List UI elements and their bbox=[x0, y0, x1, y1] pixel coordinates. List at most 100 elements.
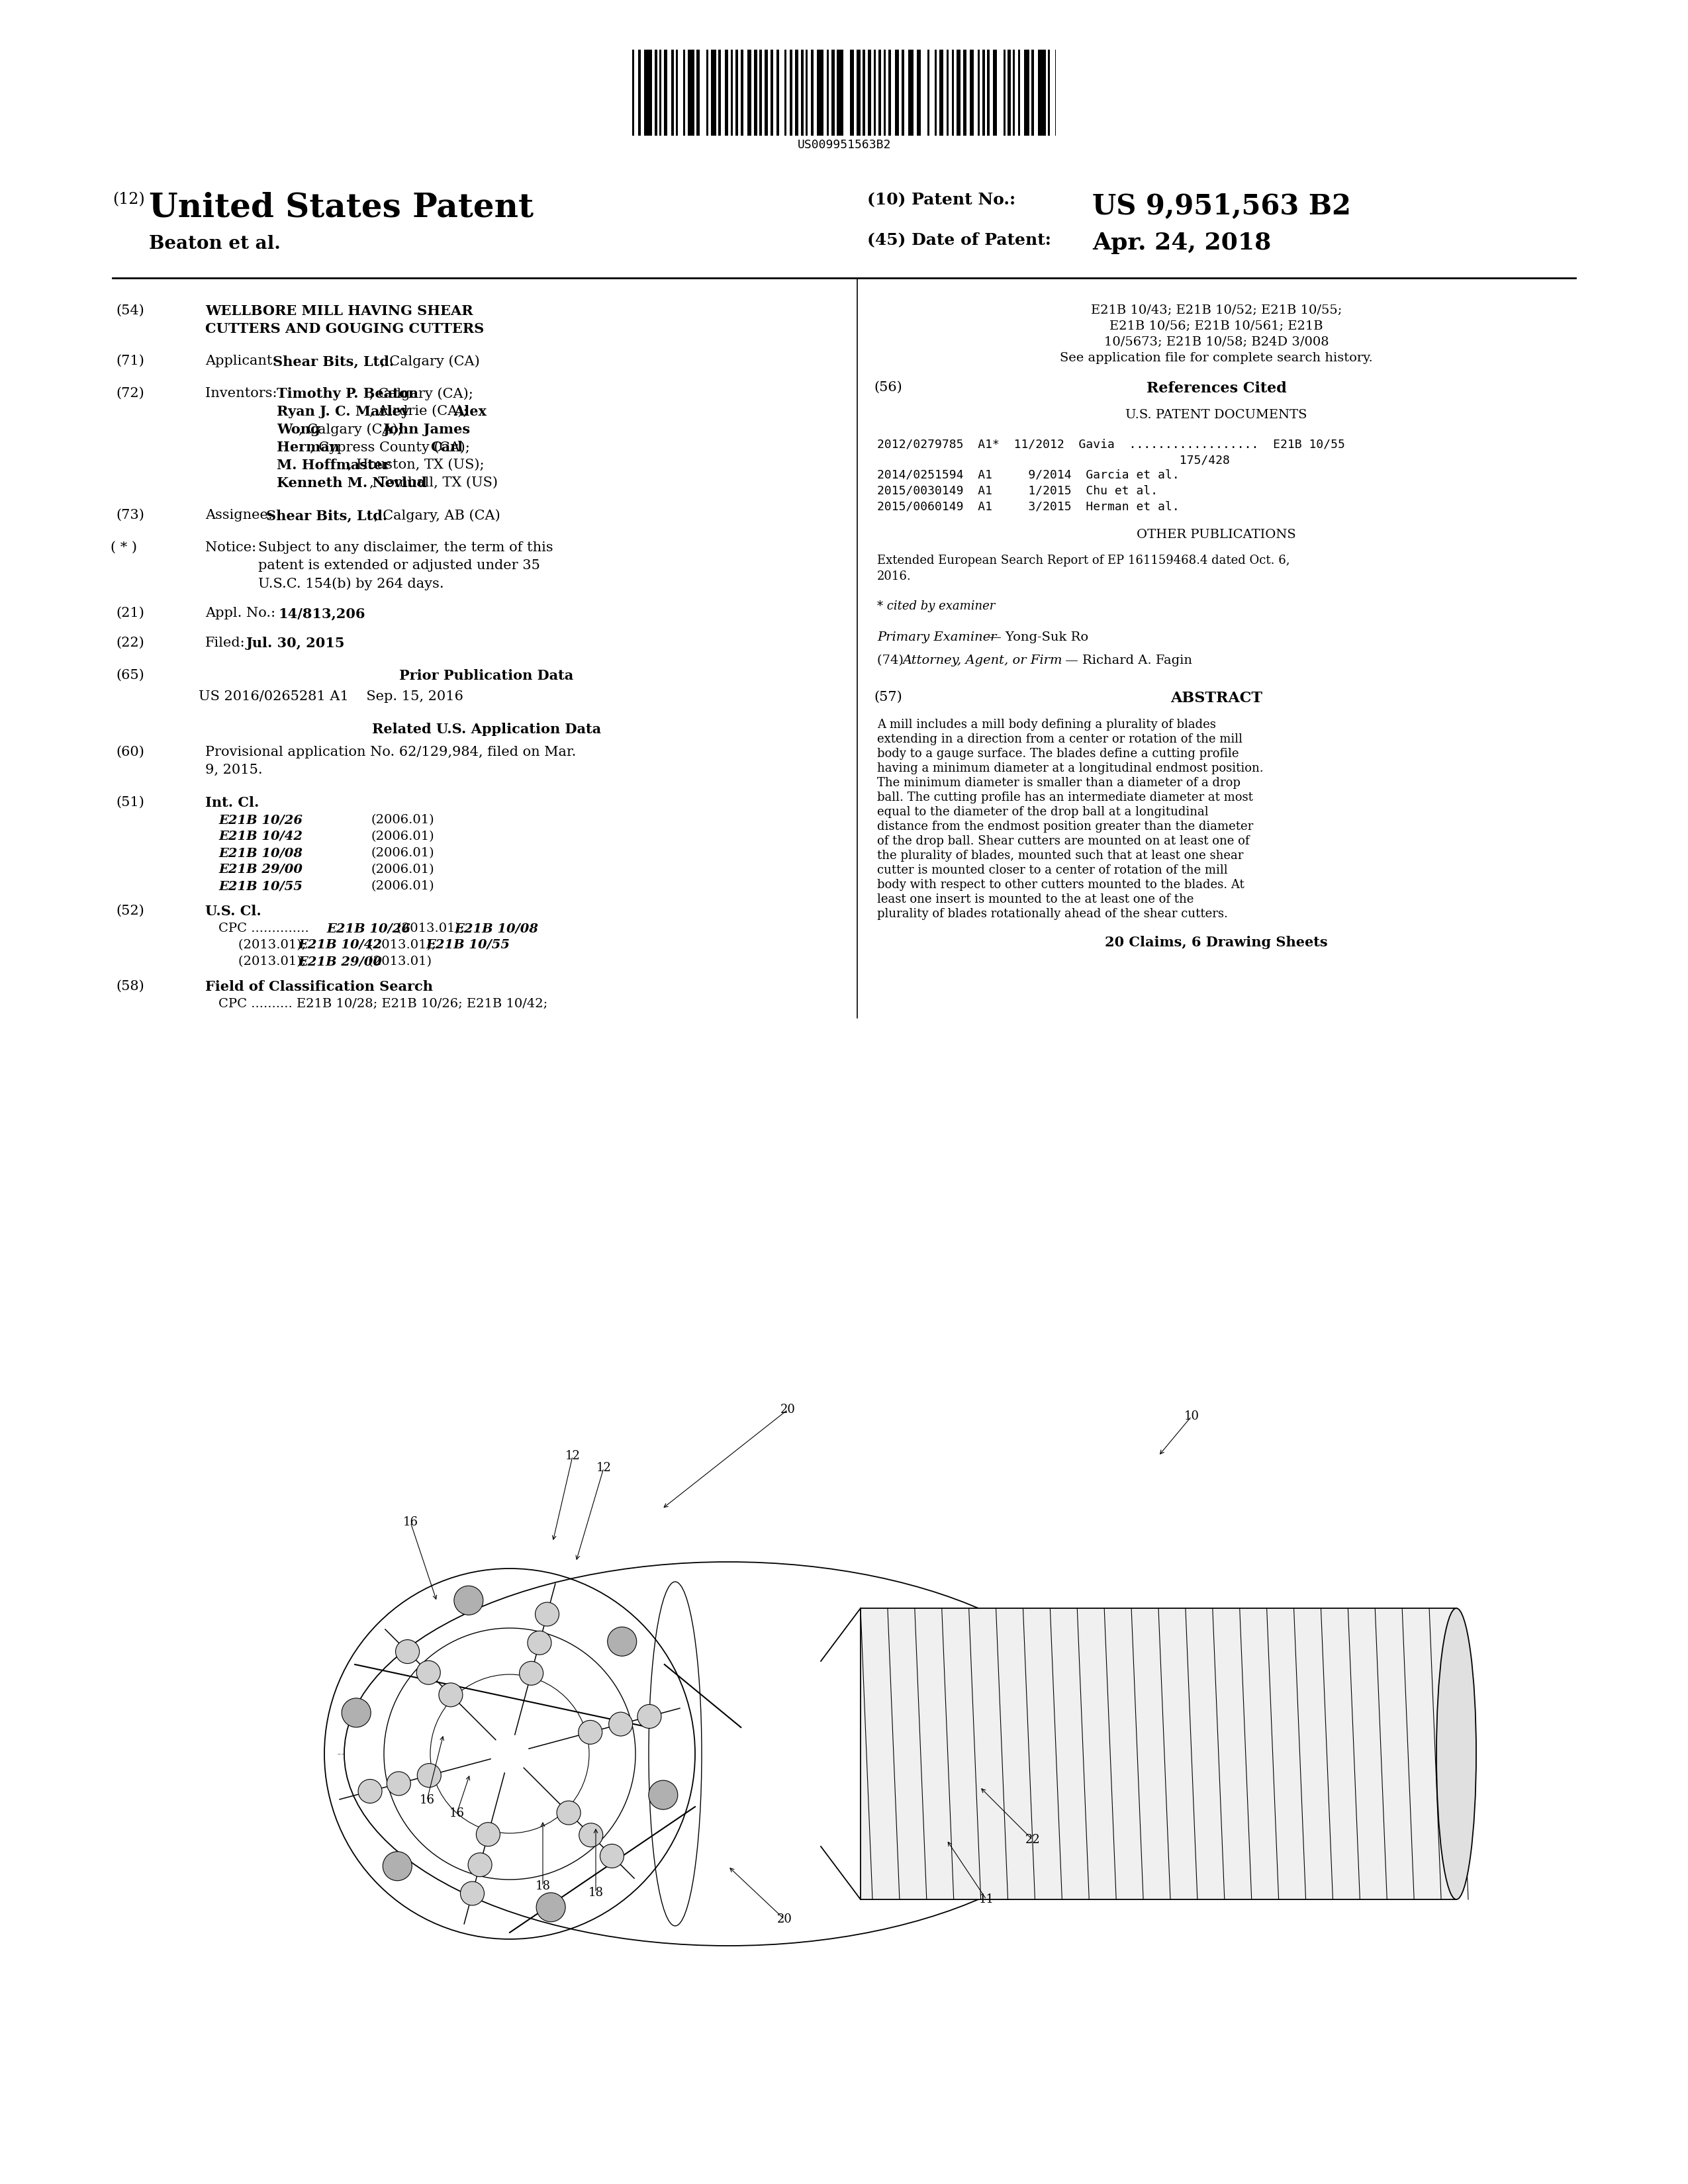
Text: E21B 10/08: E21B 10/08 bbox=[218, 847, 302, 858]
Bar bbox=[660, 50, 662, 135]
Text: Shear Bits, Ltd.: Shear Bits, Ltd. bbox=[267, 509, 388, 522]
Text: having a minimum diameter at a longitudinal endmost position.: having a minimum diameter at a longitudi… bbox=[878, 762, 1263, 775]
Text: the plurality of blades, mounted such that at least one shear: the plurality of blades, mounted such th… bbox=[878, 850, 1244, 863]
Text: Prior Publication Data: Prior Publication Data bbox=[400, 668, 574, 681]
Circle shape bbox=[468, 1852, 491, 1876]
Text: A mill includes a mill body defining a plurality of blades: A mill includes a mill body defining a p… bbox=[878, 719, 1215, 732]
Text: 22: 22 bbox=[1025, 1835, 1040, 1845]
Text: Inventors:: Inventors: bbox=[206, 387, 282, 400]
Text: (2013.01);: (2013.01); bbox=[393, 922, 469, 935]
Text: , Houston, TX (US);: , Houston, TX (US); bbox=[348, 459, 484, 472]
Text: (2006.01): (2006.01) bbox=[371, 880, 434, 891]
Text: United States Patent: United States Patent bbox=[149, 192, 533, 225]
Text: Kenneth M. Nevlud: Kenneth M. Nevlud bbox=[277, 476, 427, 489]
Bar bbox=[765, 50, 768, 135]
Bar bbox=[874, 50, 876, 135]
Circle shape bbox=[648, 1780, 677, 1811]
Text: E21B 29/00: E21B 29/00 bbox=[297, 957, 381, 968]
Circle shape bbox=[535, 1603, 559, 1627]
Bar bbox=[1048, 50, 1050, 135]
Bar bbox=[663, 50, 667, 135]
Text: Int. Cl.: Int. Cl. bbox=[206, 797, 258, 810]
Text: * cited by examiner: * cited by examiner bbox=[878, 601, 996, 612]
Text: See application file for complete search history.: See application file for complete search… bbox=[1060, 352, 1372, 365]
Text: Appl. No.:: Appl. No.: bbox=[206, 607, 280, 620]
Text: , Calgary (CA);: , Calgary (CA); bbox=[370, 387, 474, 400]
Bar bbox=[770, 50, 773, 135]
Circle shape bbox=[417, 1660, 441, 1684]
Bar bbox=[706, 50, 709, 135]
Bar bbox=[790, 50, 792, 135]
Bar bbox=[982, 50, 986, 135]
Text: Related U.S. Application Data: Related U.S. Application Data bbox=[371, 723, 601, 736]
Text: , Airdrie (CA);: , Airdrie (CA); bbox=[370, 404, 473, 417]
Text: , Tomball, TX (US): , Tomball, TX (US) bbox=[370, 476, 498, 489]
Circle shape bbox=[341, 1699, 371, 1728]
Bar bbox=[672, 50, 674, 135]
Text: CPC .......... E21B 10/28; E21B 10/26; E21B 10/42;: CPC .......... E21B 10/28; E21B 10/26; E… bbox=[218, 998, 547, 1009]
Bar bbox=[795, 50, 798, 135]
Text: (73): (73) bbox=[116, 509, 143, 522]
Ellipse shape bbox=[344, 1562, 1112, 1946]
Text: Shear Bits, Ltd.: Shear Bits, Ltd. bbox=[273, 354, 393, 367]
Bar bbox=[851, 50, 854, 135]
Text: 18: 18 bbox=[535, 1880, 550, 1891]
Text: Herman: Herman bbox=[277, 441, 339, 454]
Text: (52): (52) bbox=[116, 904, 143, 917]
Text: Alex: Alex bbox=[454, 404, 486, 419]
Text: 11: 11 bbox=[979, 1894, 994, 1904]
Bar bbox=[868, 50, 871, 135]
Circle shape bbox=[579, 1824, 603, 1848]
Text: (10) Patent No.:: (10) Patent No.: bbox=[868, 192, 1016, 207]
Bar bbox=[837, 50, 844, 135]
Bar bbox=[645, 50, 652, 135]
Text: Attorney, Agent, or Firm: Attorney, Agent, or Firm bbox=[903, 655, 1062, 666]
Circle shape bbox=[599, 1843, 625, 1867]
Bar bbox=[724, 50, 728, 135]
Text: 20 Claims, 6 Drawing Sheets: 20 Claims, 6 Drawing Sheets bbox=[1106, 935, 1328, 950]
Text: E21B 10/56; E21B 10/561; E21B: E21B 10/56; E21B 10/561; E21B bbox=[1109, 321, 1323, 332]
Bar bbox=[935, 50, 937, 135]
Bar bbox=[827, 50, 829, 135]
Text: Wong: Wong bbox=[277, 424, 321, 437]
Text: (22): (22) bbox=[116, 638, 143, 649]
Text: , Calgary (CA): , Calgary (CA) bbox=[380, 354, 479, 367]
Bar bbox=[741, 50, 743, 135]
Text: (45) Date of Patent:: (45) Date of Patent: bbox=[868, 232, 1052, 247]
Circle shape bbox=[454, 1586, 483, 1614]
Text: (58): (58) bbox=[116, 981, 143, 994]
Text: E21B 10/55: E21B 10/55 bbox=[218, 880, 302, 891]
Text: 2016.: 2016. bbox=[878, 570, 912, 583]
Text: WELLBORE MILL HAVING SHEAR: WELLBORE MILL HAVING SHEAR bbox=[206, 304, 473, 317]
Bar bbox=[987, 50, 989, 135]
Circle shape bbox=[387, 1771, 410, 1795]
Ellipse shape bbox=[1436, 1607, 1477, 1900]
Text: 2014/0251594  A1     9/2014  Garcia et al.: 2014/0251594 A1 9/2014 Garcia et al. bbox=[878, 470, 1180, 480]
Text: — Yong-Suk Ro: — Yong-Suk Ro bbox=[984, 631, 1089, 644]
Text: least one insert is mounted to the at least one of the: least one insert is mounted to the at le… bbox=[878, 893, 1193, 906]
Bar bbox=[957, 50, 960, 135]
Bar bbox=[755, 50, 758, 135]
Text: E21B 10/08: E21B 10/08 bbox=[454, 922, 538, 935]
Text: distance from the endmost position greater than the diameter: distance from the endmost position great… bbox=[878, 821, 1252, 832]
Text: (72): (72) bbox=[116, 387, 143, 400]
Circle shape bbox=[439, 1684, 463, 1706]
Text: Jul. 30, 2015: Jul. 30, 2015 bbox=[246, 638, 346, 651]
Circle shape bbox=[417, 1762, 441, 1787]
Text: CUTTERS AND GOUGING CUTTERS: CUTTERS AND GOUGING CUTTERS bbox=[206, 323, 484, 336]
Text: 16: 16 bbox=[419, 1795, 434, 1806]
Bar bbox=[785, 50, 787, 135]
Circle shape bbox=[358, 1780, 381, 1804]
Circle shape bbox=[383, 1852, 412, 1880]
Bar bbox=[993, 50, 998, 135]
Bar bbox=[1038, 50, 1047, 135]
Text: E21B 10/55: E21B 10/55 bbox=[425, 939, 510, 950]
Bar bbox=[878, 50, 881, 135]
Circle shape bbox=[528, 1631, 552, 1655]
Text: ABSTRACT: ABSTRACT bbox=[1170, 690, 1263, 705]
Bar bbox=[776, 50, 780, 135]
Bar bbox=[964, 50, 967, 135]
Bar bbox=[717, 50, 721, 135]
Text: extending in a direction from a center or rotation of the mill: extending in a direction from a center o… bbox=[878, 734, 1242, 745]
Text: 20: 20 bbox=[780, 1404, 795, 1415]
